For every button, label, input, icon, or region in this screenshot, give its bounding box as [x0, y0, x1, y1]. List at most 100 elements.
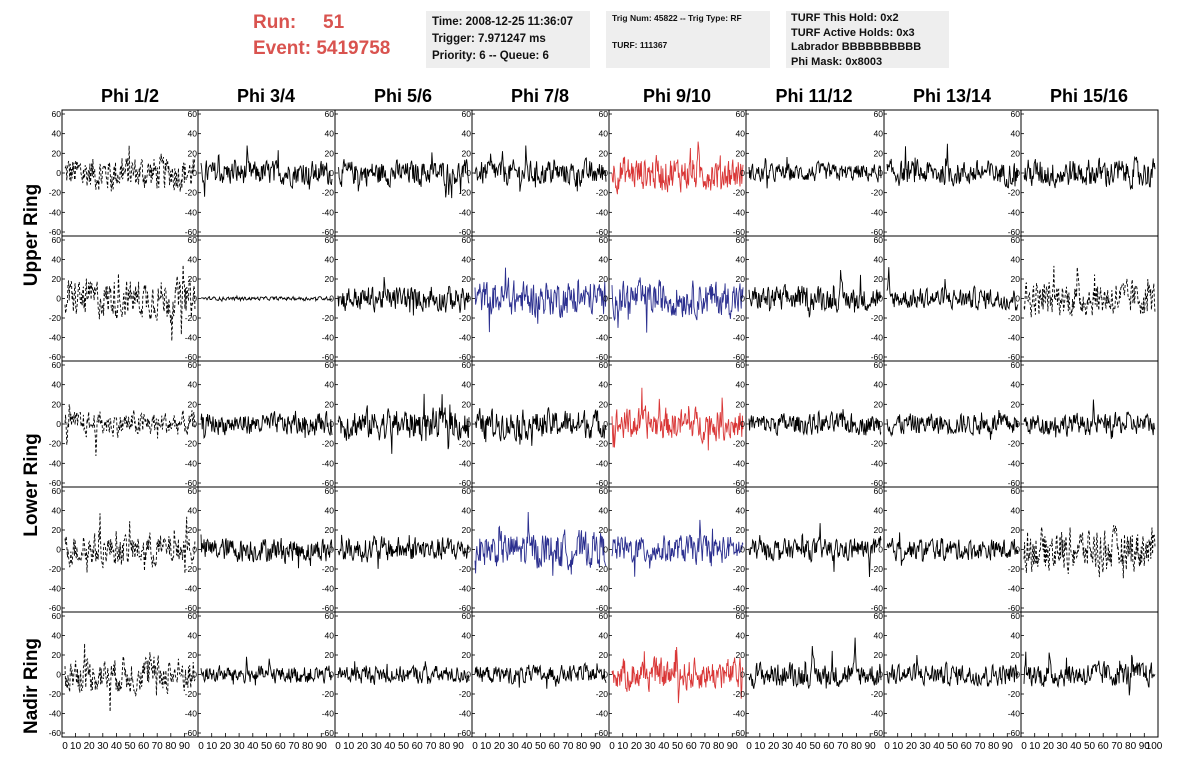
- waveform-r4-c7: [1023, 651, 1156, 696]
- waveform-r0-c4: [611, 141, 744, 195]
- event-value: 5419758: [316, 38, 391, 59]
- ytick-label-r4-c4-1: 40: [599, 631, 609, 641]
- ytick-label-r1-c2-5: -40: [322, 333, 335, 343]
- ytick-label-r1-c0-1: 40: [52, 255, 62, 265]
- xtick-label-c1-1: 10: [206, 741, 218, 752]
- ytick-label-r0-c6-1: 40: [874, 129, 884, 139]
- ytick-label-r0-c7-0: 60: [1011, 109, 1021, 119]
- ytick-label-r0-c5-6: -60: [733, 227, 746, 237]
- waveform-r3-c0: [64, 513, 196, 574]
- ytick-label-r2-c3-2: 20: [462, 399, 472, 409]
- xtick-label-c2-2: 20: [357, 741, 369, 752]
- ytick-label-r0-c7-1: 40: [1011, 129, 1021, 139]
- time-info-box: Time: 2008-12-25 11:36:07 Trigger: 7.971…: [426, 11, 590, 68]
- ytick-label-r2-c4-2: 20: [599, 399, 609, 409]
- ytick-label-r1-c3-2: 20: [462, 274, 472, 284]
- waveform-r0-c3: [474, 145, 607, 192]
- waveform-r3-c6: [886, 532, 1019, 566]
- ytick-label-r0-c6-0: 60: [874, 109, 884, 119]
- phi-header-8: Phi 15/16: [1049, 86, 1129, 106]
- trig-info-box: Trig Num: 45822 -- Trig Type: RF TURF: 1…: [606, 11, 770, 68]
- ytick-label-r4-c2-2: 20: [325, 650, 335, 660]
- ytick-label-r4-c3-6: -60: [459, 728, 472, 738]
- ytick-label-r2-c0-5: -40: [49, 458, 62, 468]
- ytick-label-r1-c7-2: 20: [1011, 274, 1021, 284]
- ytick-label-r0-c2-0: 60: [325, 109, 335, 119]
- ytick-label-r0-c0-1: 40: [52, 129, 62, 139]
- ytick-label-r1-c1-1: 40: [188, 255, 198, 265]
- ytick-label-r4-c6-1: 40: [874, 631, 884, 641]
- waveform-r3-c7: [1023, 525, 1156, 579]
- xtick-label-c0-8: 80: [165, 741, 177, 752]
- ytick-label-r2-c1-5: -40: [185, 458, 198, 468]
- phi-header-5: Phi 9/10: [642, 86, 712, 106]
- ytick-label-r3-c5-5: -40: [733, 584, 746, 594]
- xtick-label-c6-5: 50: [947, 741, 959, 752]
- ytick-label-r0-c4-4: -20: [596, 188, 609, 198]
- xtick-label-c3-7: 70: [562, 741, 574, 752]
- ytick-label-r4-c5-5: -40: [733, 709, 746, 719]
- phi-header-3: Phi 5/6: [373, 86, 433, 106]
- ytick-label-r3-c1-5: -40: [185, 584, 198, 594]
- waveform-r1-c0: [64, 264, 196, 341]
- ytick-label-r4-c6-3: 0: [878, 670, 883, 680]
- ytick-label-r1-c2-3: 0: [329, 294, 334, 304]
- ytick-label-r0-c7-6: -60: [1008, 227, 1021, 237]
- waveform-r0-c0: [64, 145, 196, 192]
- xtick-label-c1-9: 90: [316, 741, 328, 752]
- ytick-label-r3-c1-4: -20: [185, 564, 198, 574]
- ytick-label-r4-c1-3: 0: [192, 670, 197, 680]
- ytick-label-r4-c2-5: -40: [322, 709, 335, 719]
- ytick-label-r1-c7-1: 40: [1011, 255, 1021, 265]
- xtick-label-c4-9: 90: [727, 741, 739, 752]
- ytick-label-r1-c0-0: 60: [52, 235, 62, 245]
- ytick-label-r4-c7-6: -60: [1008, 728, 1021, 738]
- ytick-label-r0-c2-4: -20: [322, 188, 335, 198]
- ytick-label-r4-c7-4: -20: [1008, 689, 1021, 699]
- ytick-label-r3-c6-4: -20: [871, 564, 884, 574]
- xtick-label-c7-9: 90: [1139, 741, 1151, 752]
- ytick-label-r2-c3-5: -40: [459, 458, 472, 468]
- ytick-label-r3-c4-4: -20: [596, 564, 609, 574]
- ytick-label-r1-c0-5: -40: [49, 333, 62, 343]
- ytick-label-r3-c7-1: 40: [1011, 506, 1021, 516]
- ytick-label-r3-c6-6: -60: [871, 603, 884, 613]
- xtick-label-c7-3: 30: [1057, 741, 1069, 752]
- ytick-label-r0-c5-0: 60: [736, 109, 746, 119]
- xtick-label-c3-5: 50: [535, 741, 547, 752]
- ytick-label-r0-c0-4: -20: [49, 188, 62, 198]
- phi-header-1: Phi 1/2: [100, 86, 160, 106]
- ytick-label-r3-c4-5: -40: [596, 584, 609, 594]
- ytick-label-r0-c3-0: 60: [462, 109, 472, 119]
- ytick-label-r0-c2-6: -60: [322, 227, 335, 237]
- ytick-label-r2-c0-3: 0: [56, 419, 61, 429]
- ytick-label-r3-c5-2: 20: [736, 525, 746, 535]
- ytick-label-r1-c1-6: -60: [185, 352, 198, 362]
- ytick-label-r3-c0-1: 40: [52, 506, 62, 516]
- ytick-label-r1-c6-2: 20: [874, 274, 884, 284]
- waveform-r2-c7: [1023, 399, 1156, 440]
- ytick-label-r0-c6-4: -20: [871, 188, 884, 198]
- ytick-label-r0-c2-2: 20: [325, 148, 335, 158]
- ytick-label-r2-c0-1: 40: [52, 380, 62, 390]
- ytick-label-r3-c4-1: 40: [599, 506, 609, 516]
- trigger-text: Trigger: 7.971247 ms: [432, 33, 546, 45]
- xtick-label-c6-0: 0: [884, 741, 890, 752]
- xtick-label-c7-7: 70: [1111, 741, 1123, 752]
- xtick-label-c0-0: 0: [62, 741, 68, 752]
- waveform-r1-c6: [886, 267, 1019, 312]
- waveform-r1-c3: [474, 267, 607, 333]
- xtick-label-c1-2: 20: [220, 741, 232, 752]
- ytick-label-r2-c6-6: -60: [871, 478, 884, 488]
- xtick-label-c1-7: 70: [288, 741, 300, 752]
- ytick-label-r3-c6-3: 0: [878, 545, 883, 555]
- ytick-label-r3-c3-0: 60: [462, 486, 472, 496]
- xtick-label-c4-1: 10: [617, 741, 629, 752]
- xtick-label-c7-8: 80: [1125, 741, 1137, 752]
- phi-header-7: Phi 13/14: [912, 86, 992, 106]
- ytick-label-r1-c4-3: 0: [603, 294, 608, 304]
- ytick-label-r2-c3-3: 0: [466, 419, 471, 429]
- xtick-label-c4-0: 0: [609, 741, 615, 752]
- xtick-label-c1-3: 30: [234, 741, 246, 752]
- xtick-label-c5-1: 10: [754, 741, 766, 752]
